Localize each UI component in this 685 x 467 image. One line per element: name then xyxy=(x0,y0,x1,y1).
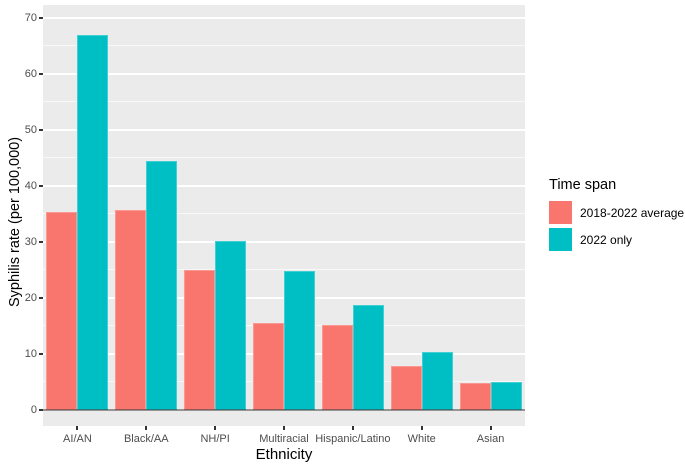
legend-title: Time span xyxy=(549,177,617,193)
y-tick-mark xyxy=(39,185,43,187)
bar-group xyxy=(250,5,319,426)
bar-group xyxy=(387,5,456,426)
bar-group xyxy=(456,5,525,426)
gridline-major xyxy=(43,73,525,75)
bar-Hispanic/Latino-2018-2022 average xyxy=(321,324,353,410)
bar-group xyxy=(181,5,250,426)
zero-baseline xyxy=(43,409,525,411)
x-tick-mark xyxy=(489,426,492,430)
bar-Asian-2018-2022 average xyxy=(459,383,491,410)
gridline-major xyxy=(43,185,525,187)
y-tick-mark xyxy=(39,241,43,243)
y-tick-mark xyxy=(39,353,43,355)
bar-White-2018-2022 average xyxy=(390,366,422,410)
y-tick-mark xyxy=(39,297,43,299)
x-tick-mark xyxy=(420,426,423,430)
gridline-major xyxy=(43,241,525,243)
x-tick-mark xyxy=(283,426,285,430)
gridline-major xyxy=(43,409,525,411)
bar-group xyxy=(318,5,387,426)
plot-panel xyxy=(43,5,525,426)
legend-swatch-icon xyxy=(549,228,572,251)
x-tick-label-AI/AN: AI/AN xyxy=(63,433,92,445)
y-tick-mark xyxy=(39,129,43,131)
legend-item-label: 2022 only xyxy=(580,232,633,247)
y-tick-label: 10 xyxy=(24,348,37,360)
y-tick-mark xyxy=(39,409,43,411)
bar-Multiracial-2022 only xyxy=(283,270,315,410)
bar-Asian-2022 only xyxy=(490,382,522,410)
legend-item: 2022 only xyxy=(549,228,683,251)
y-tick-mark xyxy=(39,17,43,19)
x-axis-title: Ethnicity xyxy=(255,446,313,463)
x-tick-mark xyxy=(351,426,354,430)
gridline-minor xyxy=(43,101,525,102)
x-tick-mark xyxy=(145,426,148,430)
bar-Multiracial-2018-2022 average xyxy=(252,323,284,410)
y-axis-title: Syphilis rate (per 100,000) xyxy=(7,136,23,307)
gridline-minor xyxy=(43,157,525,158)
bar-NH/PI-2022 only xyxy=(215,240,247,410)
y-tick-label: 50 xyxy=(24,124,37,136)
legend-swatch-icon xyxy=(549,201,572,224)
bar-Black/AA-2022 only xyxy=(146,161,178,410)
gridline-major xyxy=(43,129,525,131)
x-tick-label-Hispanic/Latino: Hispanic/Latino xyxy=(315,433,391,445)
y-tick-label: 60 xyxy=(24,68,37,80)
y-tick-label: 40 xyxy=(24,180,37,192)
x-tick-mark xyxy=(214,426,217,430)
gridline-minor xyxy=(43,213,525,214)
x-tick-label-White: White xyxy=(407,433,436,445)
legend: Time span 2018-2022 average 2022 only xyxy=(549,177,685,255)
bar-NH/PI-2018-2022 average xyxy=(184,270,216,410)
y-tick-label: 70 xyxy=(24,12,37,24)
legend-item-label: 2018-2022 average xyxy=(580,205,685,220)
bar-group xyxy=(43,5,112,426)
y-tick-label: 0 xyxy=(30,404,37,416)
bar-AI/AN-2018-2022 average xyxy=(46,211,78,410)
x-tick-label-Multiracial: Multiracial xyxy=(259,433,309,445)
x-tick-label-Asian: Asian xyxy=(476,433,505,445)
gridline-major xyxy=(43,17,525,19)
y-tick-label: 20 xyxy=(24,292,37,304)
gridline-minor xyxy=(43,45,525,46)
x-tick-label-Black/AA: Black/AA xyxy=(123,433,169,445)
x-tick-mark xyxy=(76,426,79,430)
bar-Black/AA-2018-2022 average xyxy=(115,209,147,410)
x-tick-label-NH/PI: NH/PI xyxy=(200,433,230,445)
y-tick-label: 30 xyxy=(24,236,37,248)
bar-White-2022 only xyxy=(421,352,453,410)
bar-group xyxy=(112,5,181,426)
bar-AI/AN-2022 only xyxy=(77,34,109,410)
bar-Hispanic/Latino-2022 only xyxy=(352,304,384,410)
legend-item: 2018-2022 average xyxy=(549,201,685,224)
gridline-minor xyxy=(43,269,525,270)
y-tick-mark xyxy=(39,73,43,75)
